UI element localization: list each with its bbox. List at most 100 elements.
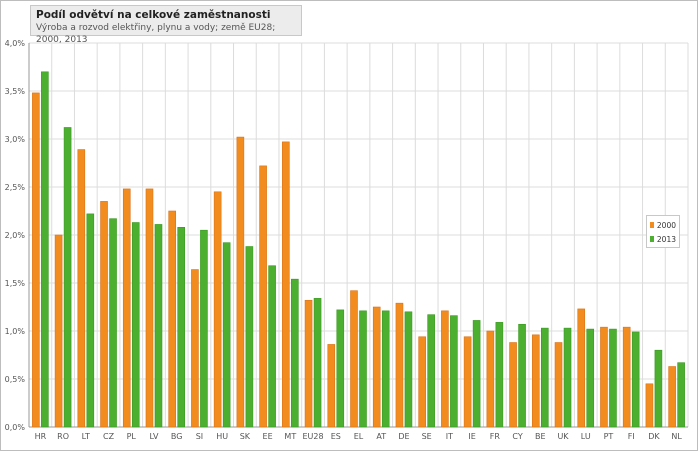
- bar-2000-SK: [236, 136, 245, 428]
- x-tick-label: SI: [196, 432, 203, 441]
- x-tick-label: BE: [535, 432, 546, 441]
- bar-2000-DE: [395, 302, 404, 428]
- y-tick-label: 3,0%: [5, 135, 26, 144]
- bar-2000-SI: [191, 269, 199, 428]
- bar-2000-SE: [418, 336, 426, 428]
- bar-2013-EE: [268, 265, 276, 428]
- x-tick-label: CY: [512, 432, 522, 441]
- legend-item-2013: 2013: [650, 232, 676, 246]
- bar-2013-ES: [336, 309, 345, 428]
- x-tick-label: SK: [240, 432, 251, 441]
- bar-2000-IT: [441, 310, 449, 428]
- x-tick-label: DK: [648, 432, 660, 441]
- bar-2013-EL: [359, 310, 367, 428]
- bar-2000-PT: [600, 326, 608, 428]
- bar-2000-PL: [122, 188, 131, 428]
- y-tick-label: 2,0%: [5, 231, 26, 240]
- legend-label: 2013: [656, 234, 676, 244]
- legend-item-2000: 2000: [650, 218, 676, 232]
- x-tick-label: RO: [57, 432, 69, 441]
- legend-swatch-2000: [650, 222, 654, 228]
- x-tick-label: SE: [422, 432, 432, 441]
- bar-2000-LU: [577, 308, 586, 428]
- x-tick-label: UK: [557, 432, 569, 441]
- x-tick-label: PL: [127, 432, 137, 441]
- chart-subtitle: Výroba a rozvod elektřiny, plynu a vody;…: [36, 23, 276, 45]
- bar-2013-NL: [677, 362, 685, 428]
- x-tick-label: EU28: [303, 432, 324, 441]
- legend-swatch-2013: [650, 236, 654, 242]
- bar-2000-ES: [327, 344, 336, 428]
- x-tick-label: FR: [490, 432, 501, 441]
- bar-2000-HR: [32, 92, 40, 428]
- x-tick-label: PT: [604, 432, 614, 441]
- x-tick-label: ES: [331, 432, 341, 441]
- x-tick-label: LT: [82, 432, 90, 441]
- bar-2013-SI: [200, 229, 208, 428]
- bar-2013-BG: [177, 227, 186, 428]
- bar-2000-DK: [645, 383, 654, 428]
- bar-2000-IE: [463, 336, 472, 428]
- bar-2000-BG: [168, 210, 177, 428]
- bar-2000-LT: [77, 149, 86, 428]
- bar-2000-UK: [554, 342, 563, 428]
- x-tick-label: BG: [171, 432, 183, 441]
- bar-2000-BE: [531, 334, 540, 428]
- y-tick-label: 1,5%: [5, 279, 26, 288]
- bar-2013-IT: [450, 315, 458, 428]
- bar-2013-HR: [41, 71, 49, 428]
- bar-2013-IE: [472, 320, 481, 428]
- legend: 2000 2013: [646, 215, 680, 248]
- x-tick-label: IE: [468, 432, 475, 441]
- x-tick-label: LU: [581, 432, 591, 441]
- bar-2013-SE: [427, 314, 435, 428]
- x-tick-label: EL: [354, 432, 364, 441]
- x-tick-label: DE: [398, 432, 409, 441]
- bar-2000-MT: [282, 141, 290, 428]
- bar-2013-DE: [404, 311, 413, 428]
- y-tick-label: 0,5%: [5, 375, 26, 384]
- y-tick-label: 4,0%: [5, 39, 26, 48]
- bar-2013-FI: [631, 331, 640, 428]
- bar-2000-FR: [486, 330, 495, 428]
- bar-2013-DK: [654, 349, 663, 428]
- y-tick-label: 1,0%: [5, 327, 26, 336]
- bar-2000-CY: [509, 342, 517, 428]
- bar-2000-CZ: [100, 201, 108, 428]
- y-tick-label: 0,0%: [5, 423, 26, 432]
- bar-2013-AT: [381, 310, 390, 428]
- chart-title: Podíl odvětví na celkové zaměstnanosti: [36, 9, 271, 21]
- x-tick-label: EE: [263, 432, 273, 441]
- bar-2000-RO: [54, 234, 63, 428]
- bar-2013-HU: [222, 242, 231, 428]
- chart-title-box: Podíl odvětví na celkové zaměstnanosti V…: [30, 5, 302, 45]
- bar-2000-FI: [622, 326, 631, 428]
- bar-2013-CY: [518, 323, 526, 428]
- bar-2013-LV: [154, 224, 163, 428]
- bar-2013-MT: [291, 278, 299, 428]
- x-tick-label: IT: [446, 432, 453, 441]
- bar-2013-FR: [495, 322, 504, 428]
- legend-label: 2000: [656, 220, 676, 230]
- bar-2000-HU: [213, 191, 222, 428]
- bar-2000-AT: [372, 306, 381, 428]
- x-tick-label: AT: [376, 432, 386, 441]
- bar-2000-NL: [668, 366, 676, 428]
- bar-2000-EL: [350, 290, 358, 428]
- bar-2000-LV: [145, 188, 154, 428]
- bar-2013-PT: [609, 328, 617, 428]
- x-tick-label: CZ: [103, 432, 115, 441]
- x-tick-label: HU: [216, 432, 228, 441]
- bar-2013-EU28: [313, 298, 322, 428]
- bar-2013-BE: [540, 327, 549, 428]
- x-tick-label: MT: [284, 432, 296, 441]
- x-tick-label: NL: [671, 432, 682, 441]
- y-tick-label: 2,5%: [5, 183, 26, 192]
- bar-2013-LT: [86, 213, 95, 428]
- bar-2013-UK: [563, 327, 572, 428]
- bar-2000-EE: [259, 165, 267, 428]
- bar-2013-LU: [586, 328, 595, 428]
- bar-2013-PL: [131, 222, 140, 428]
- x-tick-label: LV: [149, 432, 159, 441]
- bar-2013-SK: [245, 246, 254, 428]
